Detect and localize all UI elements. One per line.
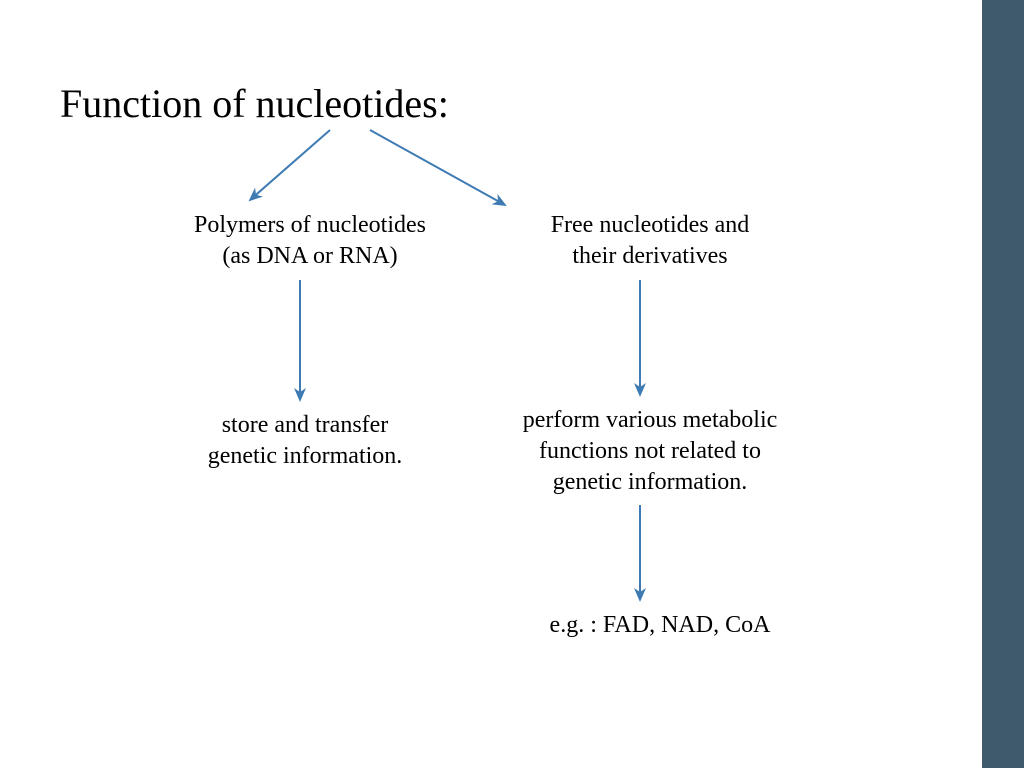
node-polymers: Polymers of nucleotides (as DNA or RNA) — [170, 210, 450, 272]
node-text-line: perform various metabolic — [490, 405, 810, 436]
slide-sidebar — [982, 0, 1024, 768]
node-text-line: Polymers of nucleotides — [170, 210, 450, 241]
node-free-nucleotides: Free nucleotides and their derivatives — [520, 210, 780, 272]
node-text-line: store and transfer — [175, 410, 435, 441]
node-text-line: Free nucleotides and — [520, 210, 780, 241]
node-text-line: (as DNA or RNA) — [170, 241, 450, 272]
node-examples: e.g. : FAD, NAD, CoA — [520, 610, 800, 641]
node-text-line: e.g. : FAD, NAD, CoA — [520, 610, 800, 641]
node-text-line: functions not related to — [490, 436, 810, 467]
node-metabolic-functions: perform various metabolic functions not … — [490, 405, 810, 499]
node-text-line: genetic information. — [175, 441, 435, 472]
node-store-transfer: store and transfer genetic information. — [175, 410, 435, 472]
node-text-line: genetic information. — [490, 467, 810, 498]
node-text-line: their derivatives — [520, 241, 780, 272]
arrow — [250, 130, 330, 200]
slide-title: Function of nucleotides: — [60, 80, 449, 127]
arrow — [370, 130, 505, 205]
